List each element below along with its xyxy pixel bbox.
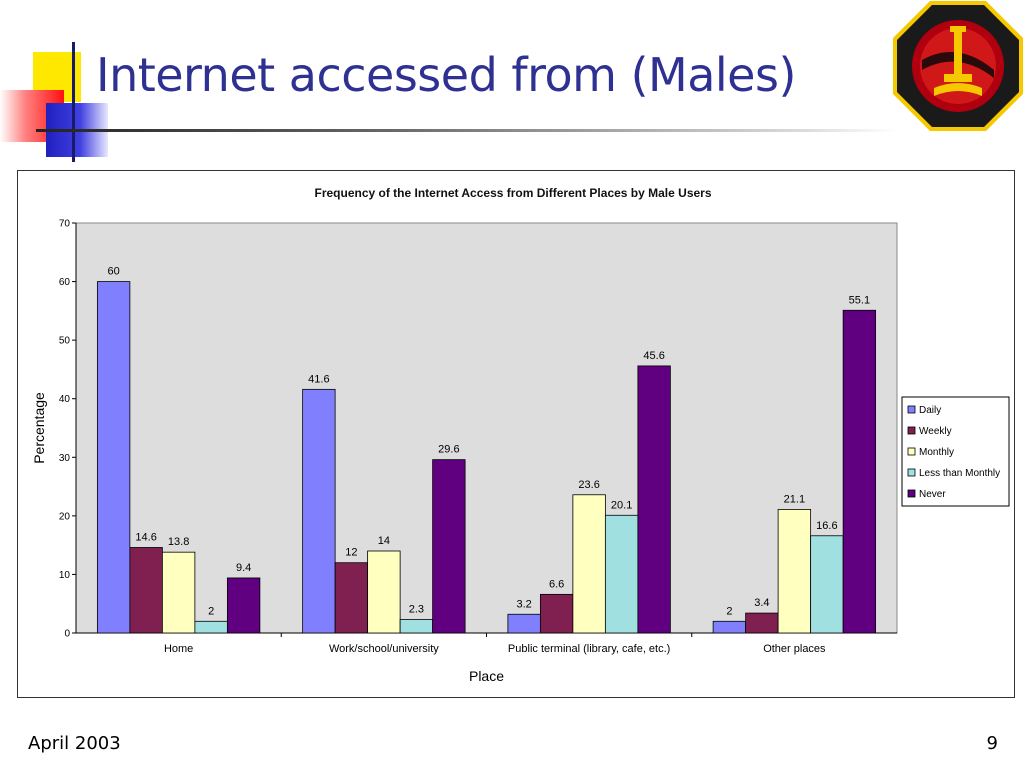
page-number: 9 (986, 733, 998, 754)
bar-daily (712, 620, 747, 634)
bar-daily (507, 613, 541, 634)
bar-monthly (161, 551, 196, 634)
y-tick-label: 30 (59, 453, 71, 464)
legend-swatch (907, 426, 916, 435)
y-tick-label: 60 (59, 277, 71, 288)
slide-title: Internet accessed from (Males) (96, 48, 796, 102)
legend-label: Weekly (919, 426, 952, 437)
decor-horizontal-line (36, 129, 896, 132)
y-tick-label: 70 (59, 219, 71, 230)
data-label: 60 (108, 266, 120, 278)
bar-monthly (572, 494, 606, 634)
data-label: 29.6 (438, 444, 459, 456)
data-label: 41.6 (308, 373, 329, 385)
bar-weekly (539, 593, 574, 634)
y-tick-label: 20 (59, 511, 71, 522)
bar-daily (96, 281, 131, 634)
legend-swatch (907, 468, 916, 477)
data-label: 45.6 (643, 350, 664, 362)
y-tick-label: 10 (59, 570, 71, 581)
data-label: 20.1 (611, 499, 632, 511)
data-label: 23.6 (578, 479, 599, 491)
bar-never (432, 459, 466, 634)
data-label: 16.6 (816, 520, 837, 532)
data-label: 2.3 (409, 604, 424, 616)
decor-vertical-line (72, 42, 75, 162)
data-label: 6.6 (549, 578, 564, 590)
data-label: 14 (378, 535, 390, 547)
x-axis-title: Place (469, 668, 504, 684)
bar-never (226, 577, 261, 634)
data-label: 3.4 (754, 597, 769, 609)
legend-label: Less than Monthly (919, 468, 1000, 479)
data-label: 14.6 (135, 531, 156, 543)
bar-less-than-monthly (604, 514, 639, 634)
y-tick-label: 0 (64, 629, 70, 640)
bar-weekly (334, 562, 369, 634)
legend-label: Daily (919, 405, 941, 416)
footer-date: April 2003 (28, 733, 121, 754)
bar-never (637, 365, 671, 634)
data-label: 13.8 (168, 536, 189, 548)
bar-daily (302, 388, 336, 634)
data-label: 9.4 (236, 562, 251, 574)
chart-frame: Frequency of the Internet Access from Di… (17, 170, 1015, 698)
bar-monthly (777, 509, 812, 634)
bar-chart: Frequency of the Internet Access from Di… (31, 186, 1010, 684)
bar-less-than-monthly (810, 535, 844, 634)
data-label: 2 (726, 605, 732, 617)
bar-less-than-monthly (399, 619, 434, 634)
data-label: 12 (345, 547, 357, 559)
bar-never (842, 309, 877, 634)
bar-weekly (129, 547, 163, 634)
university-logo (893, 1, 1023, 131)
data-label: 21.1 (784, 493, 805, 505)
legend-swatch (907, 405, 916, 414)
x-tick-label: Home (164, 643, 193, 655)
data-label: 3.2 (516, 598, 531, 610)
chart-title: Frequency of the Internet Access from Di… (314, 186, 711, 200)
data-label: 2 (208, 605, 214, 617)
bar-weekly (745, 612, 779, 634)
x-tick-label: Other places (763, 643, 826, 655)
legend-label: Never (919, 489, 946, 500)
legend-swatch (907, 447, 916, 456)
plot-area (75, 222, 898, 634)
x-tick-label: Public terminal (library, cafe, etc.) (508, 643, 670, 655)
legend-swatch (907, 489, 916, 498)
y-tick-label: 50 (59, 336, 71, 347)
x-tick-label: Work/school/university (329, 643, 439, 655)
legend-label: Monthly (919, 447, 954, 458)
bar-less-than-monthly (194, 620, 228, 634)
legend-box (901, 396, 1010, 507)
bar-monthly (367, 550, 401, 634)
y-tick-label: 40 (59, 394, 71, 405)
y-axis-title: Percentage (31, 392, 47, 464)
data-label: 55.1 (849, 294, 870, 306)
